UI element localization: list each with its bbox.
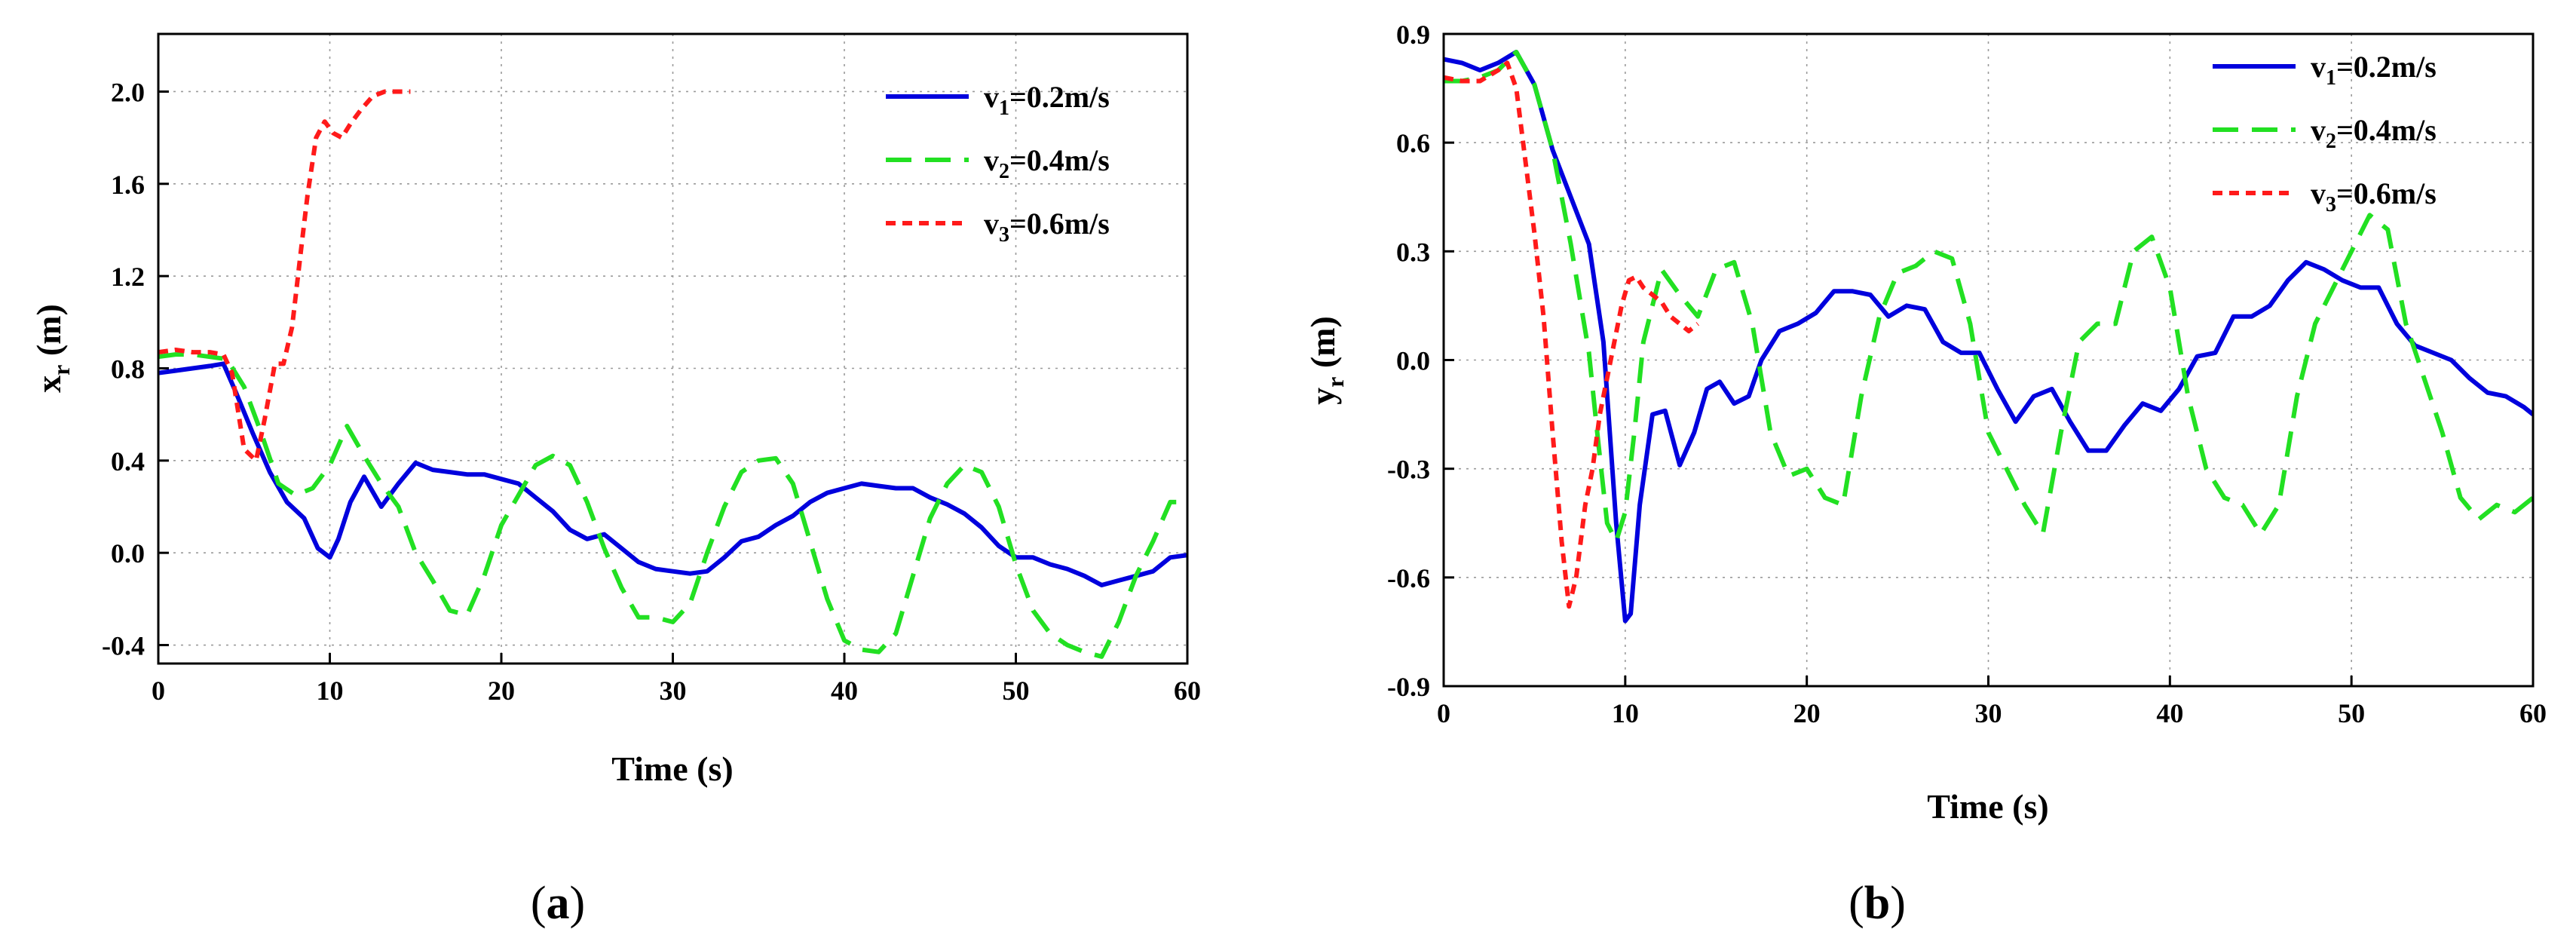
- gridlines: [158, 34, 1187, 664]
- x-axis-title: Time (s): [611, 749, 733, 788]
- y-axis-title: yr (m): [1303, 316, 1349, 405]
- x-tick-label: 20: [1793, 698, 1821, 728]
- series-line-v1: [1444, 50, 2533, 624]
- y-tick-label: 2.0: [111, 77, 145, 107]
- x-tick-label: 10: [317, 676, 344, 706]
- axis-ticks: 0 10 20 30 40 50 60 -0.9 -0.6 -0.3 0.0 0.3 0.6 0.9: [1387, 20, 2547, 728]
- y-tick-label: 0.4: [111, 446, 145, 477]
- x-tick-label: 60: [1174, 676, 1201, 706]
- series-line-v1: [158, 361, 1187, 587]
- x-tick-label: 60: [2519, 698, 2547, 728]
- x-tick-label: 50: [2338, 698, 2365, 728]
- panel-label-a: (a): [531, 878, 585, 929]
- legend-label-v1: v1=0.2m/s: [2311, 50, 2437, 90]
- y-tick-label: 0.8: [111, 354, 145, 384]
- y-tick-label: 0.6: [1396, 128, 1430, 158]
- y-tick-label: 1.2: [111, 262, 145, 292]
- x-tick-label: 40: [831, 676, 858, 706]
- x-tick-label: 40: [2156, 698, 2183, 728]
- y-tick-label: 0.0: [1396, 346, 1430, 376]
- series-line-v2: [1444, 50, 2533, 544]
- x-tick-label: 50: [1003, 676, 1030, 706]
- series-line-v3: [1444, 60, 1700, 609]
- y-tick-label: 0.3: [1396, 237, 1430, 267]
- legend-label-v2: v2=0.4m/s: [2311, 113, 2437, 153]
- x-tick-label: 20: [488, 676, 515, 706]
- y-tick-label: -0.9: [1387, 672, 1430, 702]
- legend-label-v2: v2=0.4m/s: [984, 143, 1110, 183]
- x-tick-label: 0: [1437, 698, 1450, 728]
- series-lines: [1444, 50, 2533, 624]
- x-tick-label: 0: [152, 676, 165, 706]
- x-tick-label: 10: [1612, 698, 1639, 728]
- legend-label-v3: v3=0.6m/s: [984, 207, 1110, 247]
- y-tick-label: 1.6: [111, 170, 145, 200]
- legend: v1=0.2m/s v2=0.4m/s v3=0.6m/s: [2213, 50, 2437, 216]
- y-axis-title: xr (m): [29, 304, 75, 393]
- x-tick-label: 30: [660, 676, 687, 706]
- gridlines: [1444, 34, 2533, 686]
- chart-panel-b: 0 10 20 30 40 50 60 -0.9 -0.6 -0.3 0.0 0.3 0.6 0.9 Tim…: [1303, 20, 2547, 929]
- panel-label-b: (b): [1849, 878, 1906, 929]
- legend: v1=0.2m/s v2=0.4m/s v3=0.6m/s: [886, 80, 1110, 247]
- legend-label-v3: v3=0.6m/s: [2311, 176, 2437, 216]
- series-line-v2: [158, 352, 1187, 659]
- chart-panel-a: 0 10 20 30 40 50 60 -0.4 0.0 0.4 0.8 1.2 1.6 2.0 Time …: [29, 32, 1201, 929]
- y-tick-label: -0.3: [1387, 455, 1430, 485]
- legend-label-v1: v1=0.2m/s: [984, 80, 1110, 120]
- x-axis-title: Time (s): [1927, 787, 2048, 826]
- x-tick-label: 30: [1975, 698, 2002, 728]
- axis-ticks: 0 10 20 30 40 50 60 -0.4 0.0 0.4 0.8 1.2 1.6 2.0: [102, 77, 1201, 706]
- y-tick-label: -0.4: [102, 631, 145, 661]
- series-lines: [158, 89, 1187, 659]
- y-tick-label: -0.6: [1387, 563, 1430, 593]
- y-tick-label: 0.9: [1396, 20, 1430, 50]
- y-tick-label: 0.0: [111, 538, 145, 569]
